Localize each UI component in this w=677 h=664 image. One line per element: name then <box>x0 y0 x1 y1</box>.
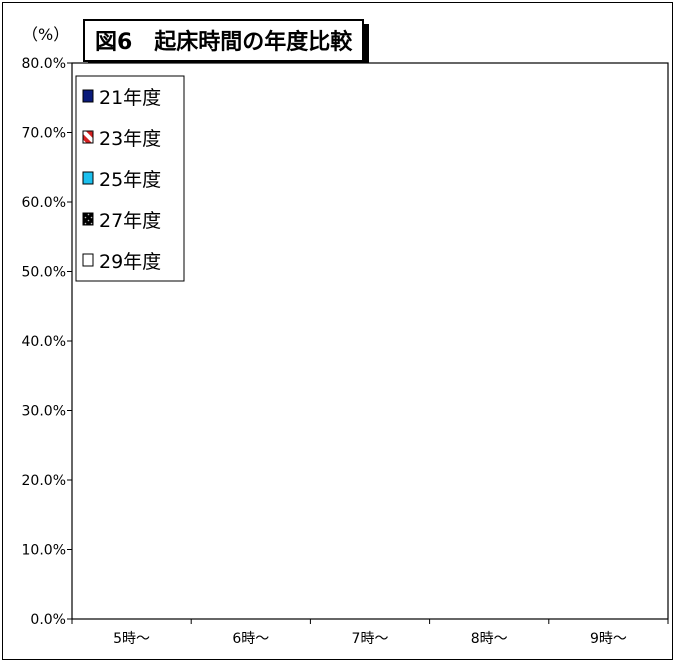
x-tick-labels: 5時～ 6時～ 7時～ 8時～ 9時～ <box>113 631 627 647</box>
y-tick-labels: 0.0% 10.0% 20.0% 30.0% 40.0% 50.0% 60.0% 70.0% 8… <box>22 56 66 628</box>
y-tick-label: 30.0% <box>22 404 66 420</box>
legend-label: 23年度 <box>99 128 161 150</box>
legend-label: 29年度 <box>99 251 161 273</box>
legend-swatch <box>82 212 94 226</box>
legend: 21年度 23年度 25年度 27年度 29年度 <box>75 75 185 282</box>
x-tick-label: 7時～ <box>352 631 389 647</box>
legend-swatch <box>82 253 94 267</box>
legend-swatch <box>82 89 94 103</box>
legend-swatch <box>82 130 94 144</box>
y-tick-label: 10.0% <box>22 543 66 559</box>
x-tick-label: 8時～ <box>471 631 508 647</box>
x-tick-label: 5時～ <box>113 631 150 647</box>
y-tick-label: 60.0% <box>22 195 66 211</box>
legend-label: 21年度 <box>99 87 161 109</box>
legend-swatch <box>82 171 94 185</box>
x-tick-label: 6時～ <box>232 631 269 647</box>
y-tick-label: 20.0% <box>22 473 66 489</box>
y-tick-label: 50.0% <box>22 265 66 281</box>
legend-box <box>75 75 185 282</box>
y-tick-label: 0.0% <box>30 612 66 628</box>
y-tick-label: 80.0% <box>22 56 66 72</box>
legend-label: 25年度 <box>99 169 161 191</box>
chart-title: 図6 起床時間の年度比較 <box>83 19 365 62</box>
y-tick-label: 70.0% <box>22 126 66 142</box>
y-tick-label: 40.0% <box>22 334 66 350</box>
x-tick-label: 9時～ <box>590 631 627 647</box>
y-axis-unit-label: （%） <box>22 25 70 44</box>
legend-label: 27年度 <box>99 210 161 232</box>
